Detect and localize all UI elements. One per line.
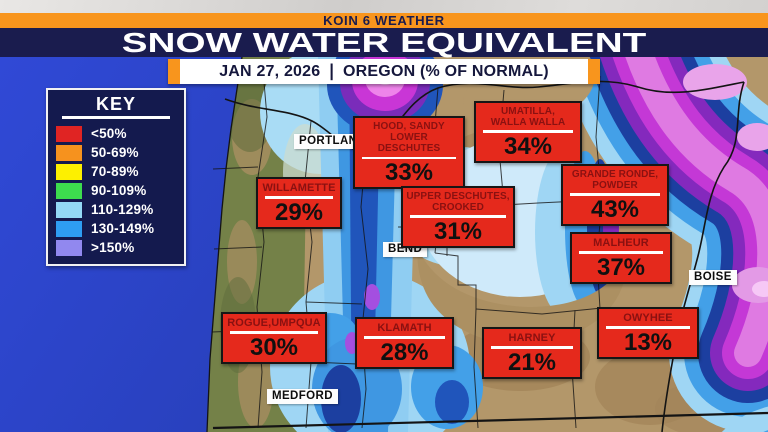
region-box-umatilla-walla-walla: UMATILLA, WALLA WALLA 34% (474, 101, 582, 164)
key-item: 90-109% (56, 181, 176, 200)
title-banner: SNOW WATER EQUIVALENT (0, 28, 768, 57)
top-gray-bar (0, 0, 768, 13)
city-label-boise: BOISE (689, 270, 737, 285)
region-box-rogue-umpqua: ROGUE,UMPQUA 30% (221, 312, 327, 364)
region-box-malheur: MALHEUR 37% (570, 232, 672, 284)
date-banner: JAN 27, 2026 | OREGON (% OF NORMAL) (168, 59, 600, 84)
brand-text: KOIN 6 WEATHER (323, 13, 445, 28)
city-label-medford: MEDFORD (267, 389, 338, 404)
color-swatch (56, 163, 82, 180)
key-legend: KEY <50% 50-69% 70-89% 90-109% 110-129% (46, 88, 186, 266)
date-banner-left-accent (168, 59, 180, 84)
key-item: <50% (56, 124, 176, 143)
region-box-klamath: KLAMATH 28% (355, 317, 454, 369)
page-title: SNOW WATER EQUIVALENT (121, 26, 647, 58)
city-label-portland: PORTLAND (294, 134, 372, 149)
color-swatch (56, 220, 82, 237)
map-area: JAN 27, 2026 | OREGON (% OF NORMAL) KEY … (0, 57, 768, 432)
color-swatch (56, 125, 82, 142)
brand-bar: KOIN 6 WEATHER (0, 13, 768, 28)
color-swatch (56, 239, 82, 256)
key-item: >150% (56, 238, 176, 257)
region-box-harney: HARNEY 21% (482, 327, 582, 379)
key-item: 70-89% (56, 162, 176, 181)
date-banner-right-accent (588, 59, 600, 84)
region-box-owyhee: OWYHEE 13% (597, 307, 699, 359)
color-swatch (56, 201, 82, 218)
region-box-upper-deschutes-crooked: UPPER DESCHUTES, CROOKED 31% (401, 186, 515, 249)
key-item: 130-149% (56, 219, 176, 238)
key-title: KEY (62, 94, 170, 119)
region-box-willamette: WILLAMETTE 29% (256, 177, 342, 229)
region-scope-text: OREGON (% OF NORMAL) (343, 62, 549, 80)
region-box-hood-sandy-lower-deschutes: HOOD, SANDY LOWER DESCHUTES 33% (353, 116, 465, 190)
color-swatch (56, 182, 82, 199)
region-box-grande-ronde-powder: GRANDE RONDE, POWDER 43% (561, 164, 669, 227)
key-item: 110-129% (56, 200, 176, 219)
date-text: JAN 27, 2026 (219, 62, 321, 80)
date-divider: | (329, 61, 335, 81)
key-item: 50-69% (56, 143, 176, 162)
color-swatch (56, 144, 82, 161)
